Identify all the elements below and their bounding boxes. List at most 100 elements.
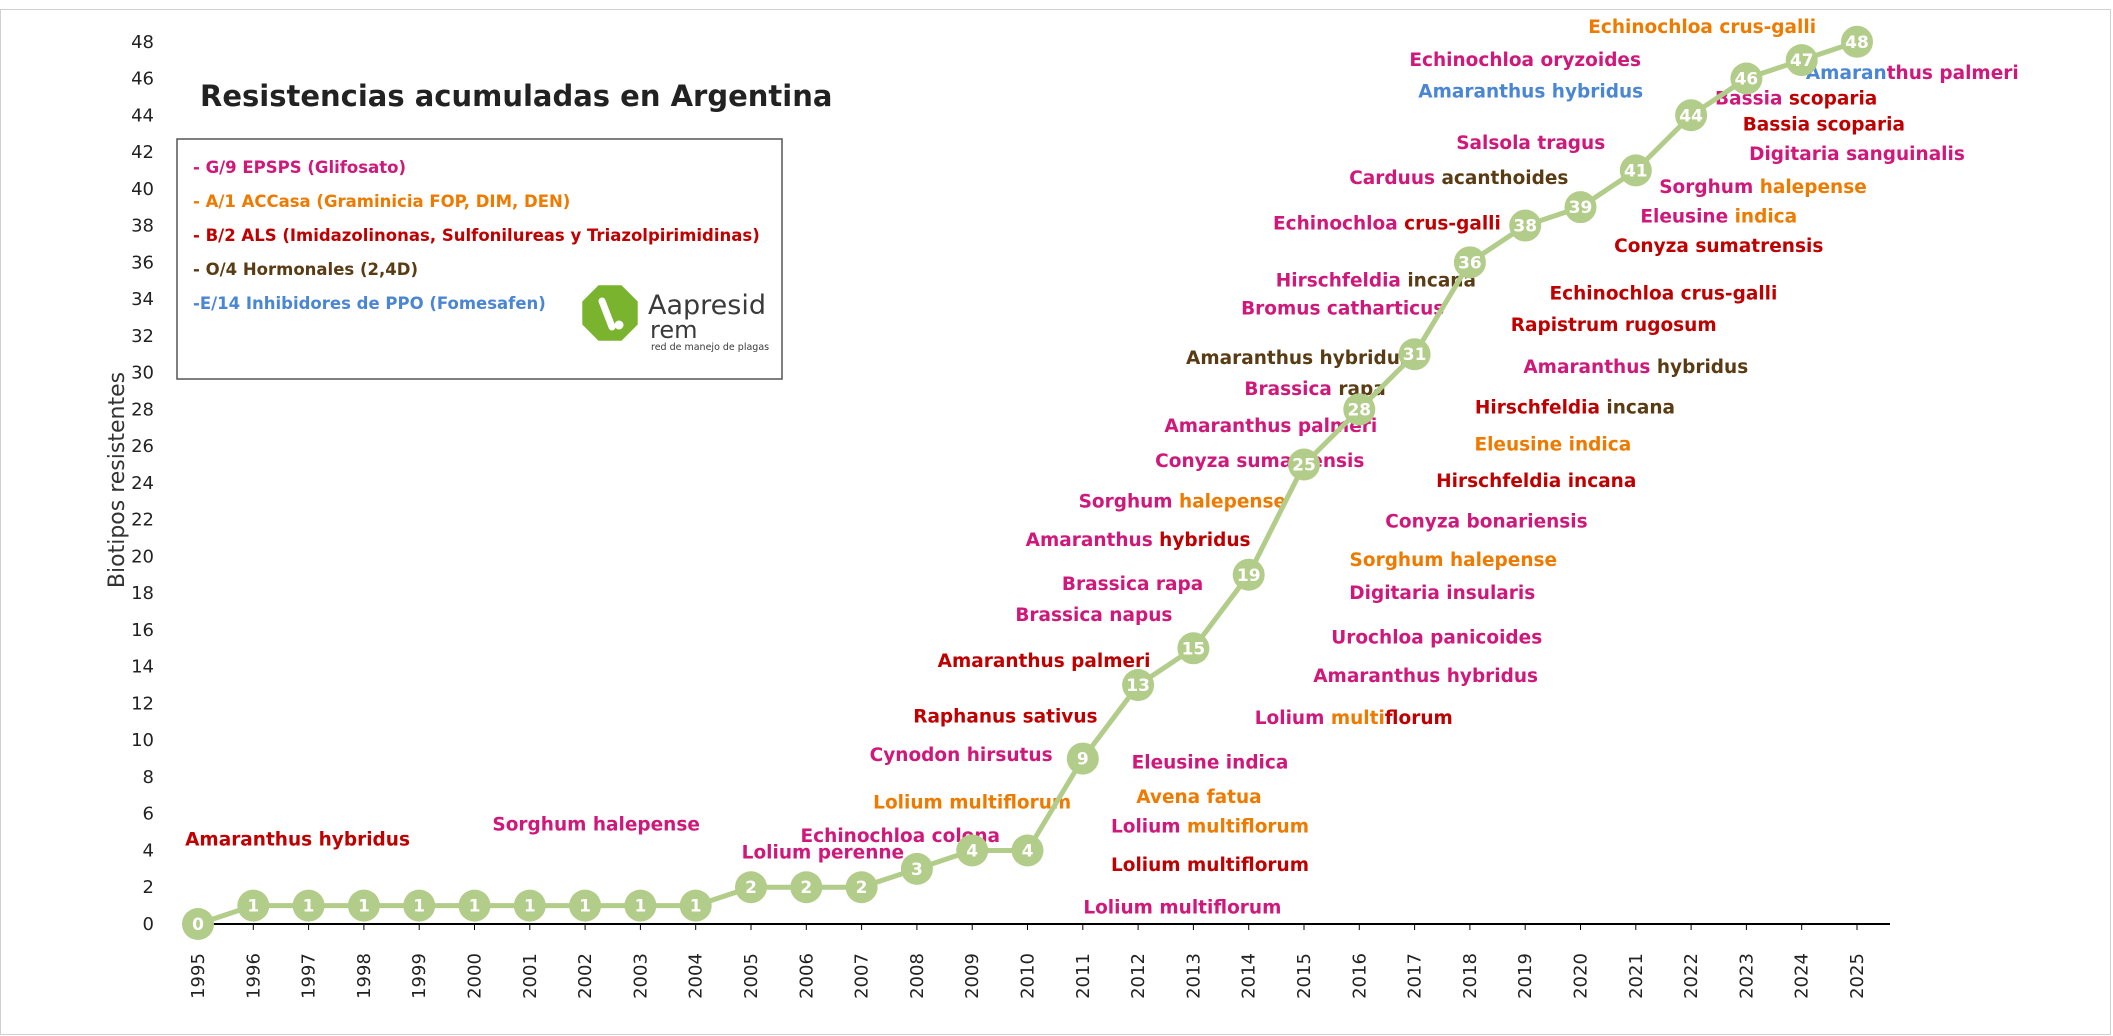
data-point (790, 871, 823, 904)
x-tick-label: 2010 (1018, 953, 1039, 999)
data-label: 4 (966, 841, 978, 861)
data-point (735, 871, 767, 904)
x-tick-label: 2005 (741, 953, 762, 999)
data-label: 3 (911, 860, 923, 880)
x-tick-label: 1999 (409, 953, 430, 999)
data-point (1232, 558, 1265, 591)
species-annotation: Sorghum halepense (1659, 177, 1867, 198)
x-tick-label: 2019 (1515, 953, 1536, 999)
data-label: 44 (1679, 106, 1703, 126)
species-annotation: Amaranthus palmeri (938, 651, 1151, 672)
data-label: 1 (469, 897, 481, 917)
x-tick-label: 2009 (962, 953, 983, 999)
data-label: 47 (1790, 51, 1814, 71)
data-label: 36 (1458, 253, 1482, 273)
species-annotation: Carduus acanthoides (1349, 168, 1568, 189)
x-tick-label: 2016 (1349, 953, 1370, 999)
species-annotation: Hirschfeldia incana (1475, 398, 1675, 419)
data-label: 39 (1569, 198, 1593, 218)
species-annotation: Bassia scoparia (1743, 114, 1905, 135)
species-annotation: Echinochloa oryzoides (1409, 50, 1641, 71)
x-tick-label: 2024 (1792, 953, 1813, 999)
data-label: 41 (1624, 161, 1648, 181)
data-label: 1 (413, 897, 425, 917)
data-point (347, 889, 380, 922)
x-tick-label: 2025 (1847, 953, 1868, 999)
y-tick-label: 20 (131, 546, 154, 567)
y-axis-label: Biotipos resistentes (105, 372, 130, 588)
x-tick-label: 2020 (1571, 953, 1592, 999)
x-tick-label: 1995 (188, 953, 209, 999)
x-tick-label: 2011 (1073, 953, 1094, 999)
species-annotation: Echinochloa crus-galli (1588, 17, 1816, 38)
species-annotation: Digitaria sanguinalis (1749, 144, 1965, 165)
data-label: 46 (1735, 70, 1759, 90)
data-label: 1 (634, 897, 646, 917)
y-tick-label: 22 (131, 510, 154, 531)
species-annotation: Eleusine indica (1474, 434, 1631, 455)
data-label: 31 (1403, 345, 1427, 365)
legend: - G/9 EPSPS (Glifosato) - A/1 ACCasa (Gra… (176, 138, 783, 380)
y-tick-label: 16 (131, 620, 154, 641)
y-tick-label: 18 (131, 583, 154, 604)
species-annotation: Eleusine indica (1640, 206, 1797, 227)
species-annotation: Eleusine indica (1132, 752, 1289, 773)
species-annotation: Amaranthus hybridus (1313, 666, 1538, 687)
chart-title: Resistencias acumuladas en Argentina (200, 79, 832, 113)
species-annotation: Amaranthus hybridus (1026, 530, 1251, 551)
data-point (1841, 25, 1873, 58)
species-annotation: Hirschfeldia incana (1276, 271, 1476, 292)
x-tick-label: 2007 (852, 953, 873, 999)
species-annotation: Amaranthus hybridus (1418, 81, 1643, 102)
y-tick-label: 42 (131, 142, 154, 163)
species-annotation: Lolium multiflorum (1083, 897, 1281, 918)
y-tick-label: 28 (131, 399, 154, 420)
data-point (1066, 742, 1099, 775)
species-annotation: Bromus catharticus (1241, 298, 1444, 319)
data-label: 13 (1126, 676, 1150, 696)
logo-sub: rem (650, 316, 697, 344)
data-label: 1 (524, 897, 536, 917)
y-tick-label: 24 (131, 473, 154, 494)
data-label: 2 (800, 878, 812, 898)
data-point (513, 889, 546, 922)
species-annotation: Echinochloa crus-galli (1550, 284, 1778, 305)
species-annotation: Rapistrum rugosum (1511, 315, 1717, 336)
aapresid-logo: Aapresid rem red de manejo de plagas (582, 285, 769, 353)
y-tick-label: 14 (131, 657, 154, 678)
species-annotation: Conyza sumatrensis (1155, 451, 1364, 472)
species-annotation: Salsola tragus (1456, 133, 1605, 154)
legend-item: - G/9 EPSPS (Glifosato) (193, 158, 406, 177)
data-point (679, 889, 712, 922)
data-label: 28 (1347, 400, 1371, 420)
data-point (1398, 338, 1431, 371)
y-tick-label: 44 (131, 105, 154, 126)
data-label: 1 (358, 897, 370, 917)
y-tick-label: 40 (131, 179, 154, 200)
data-point (1177, 632, 1210, 665)
data-point (1343, 393, 1376, 426)
x-tick-label: 1996 (243, 953, 264, 999)
data-label: 48 (1845, 33, 1869, 53)
y-tick-label: 6 (143, 804, 154, 825)
legend-item: -E/14 Inhibidores de PPO (Fomesafen) (193, 294, 546, 313)
legend-item: - O/4 Hormonales (2,4D) (193, 260, 418, 279)
data-label: 38 (1513, 217, 1537, 237)
data-label: 2 (745, 878, 757, 898)
species-annotation: Cynodon hirsutus (870, 745, 1053, 766)
data-label: 1 (303, 897, 315, 917)
species-annotation: Hirschfeldia incana (1436, 471, 1636, 492)
data-point (237, 889, 270, 922)
x-tick-label: 1998 (354, 953, 375, 999)
logo-name: Aapresid (648, 290, 766, 321)
y-tick-label: 32 (131, 326, 154, 347)
series-cumulative: 01 1 1 1 1 1 1 1 12 2 234 4913151925283136383941444… (182, 25, 1873, 940)
data-point (1288, 448, 1320, 481)
species-annotation: Sorghum halepense (1350, 550, 1558, 571)
x-tick-label: 2022 (1681, 953, 1702, 999)
species-annotation: Amaranthus hybridus (1186, 348, 1411, 369)
data-label: 25 (1292, 456, 1316, 476)
species-annotation: Amaranthus hybridus (1523, 357, 1748, 378)
species-annotation: Sorghum halepense (1079, 491, 1287, 512)
